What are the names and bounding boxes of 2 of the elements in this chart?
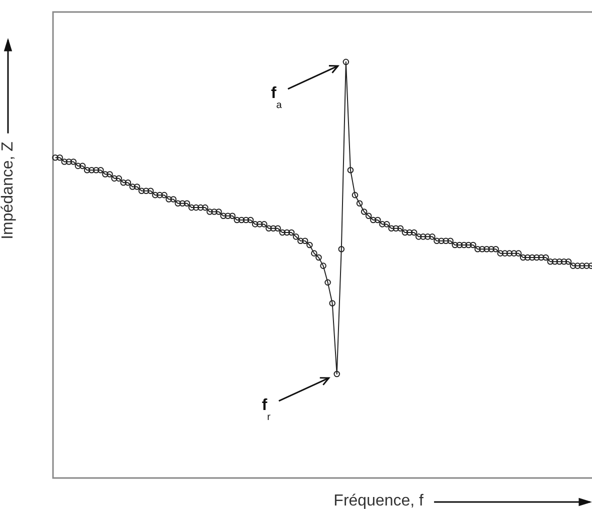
- y-axis-title: Impédance, Z: [0, 141, 16, 240]
- x-axis-title: Fréquence, f: [334, 492, 424, 509]
